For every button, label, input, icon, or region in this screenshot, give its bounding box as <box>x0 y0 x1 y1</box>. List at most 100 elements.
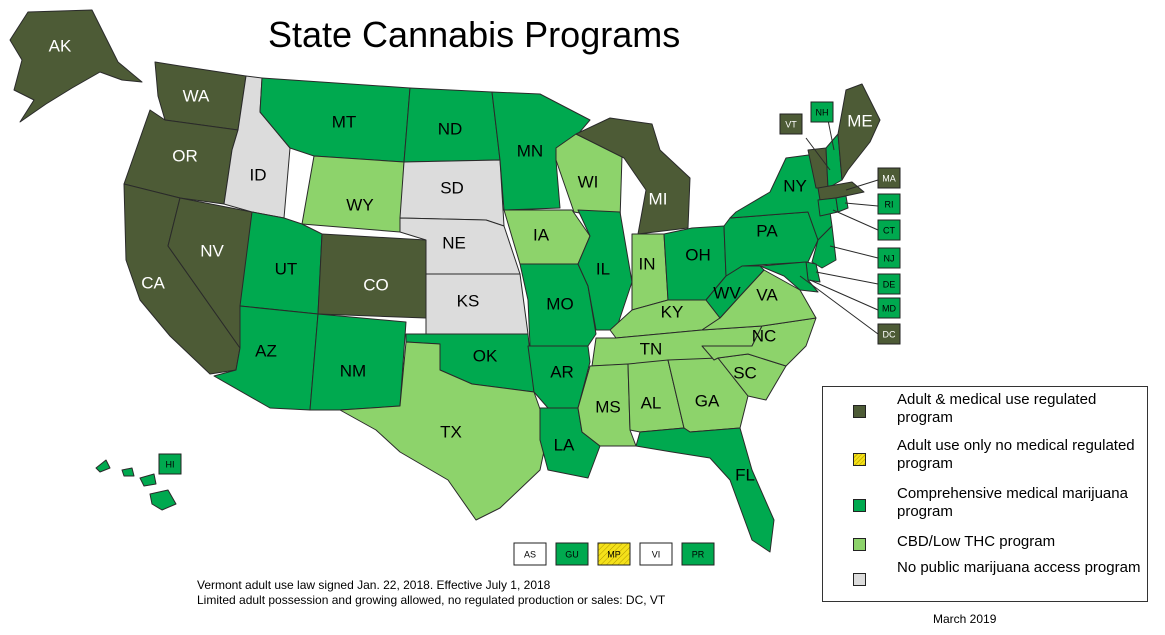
state-label-mn: MN <box>517 141 543 160</box>
state-box-label-md: MD <box>882 303 896 313</box>
legend-label: CBD/Low THC program <box>897 533 1056 550</box>
state-label-id: ID <box>250 165 267 184</box>
state-NC <box>701 317 817 367</box>
state-box-ct <box>877 219 901 241</box>
legend-label: Adult & medical use regulated program <box>897 391 1097 426</box>
state-box-label-dc: DC <box>883 329 896 339</box>
state-ME <box>837 83 881 181</box>
territory-box-vi <box>639 542 673 566</box>
state-label-sc: SC <box>733 363 757 382</box>
state-label-wi: WI <box>578 172 599 191</box>
state-FL <box>635 427 775 553</box>
state-label-va: VA <box>756 285 778 304</box>
state-box-label-vt: VT <box>785 119 797 129</box>
state-label-nc: NC <box>752 326 777 345</box>
state-label-il: IL <box>596 259 610 278</box>
territory-label-as: AS <box>524 549 536 559</box>
state-TX <box>339 341 549 521</box>
state-box-ma <box>877 167 901 189</box>
state-label-ny: NY <box>783 176 807 195</box>
state-label-ca: CA <box>141 273 165 292</box>
state-box-label-ri: RI <box>885 199 894 209</box>
state-label-ut: UT <box>275 259 298 278</box>
legend: Adult & medical use regulated program Ad… <box>822 386 1148 602</box>
territory-label-vi: VI <box>652 549 661 559</box>
state-label-mi: MI <box>649 189 668 208</box>
state-label-pa: PA <box>756 221 778 240</box>
territory-box-mp <box>597 542 631 566</box>
state-label-ky: KY <box>661 302 684 321</box>
state-MD <box>759 261 819 293</box>
state-label-tn: TN <box>640 339 663 358</box>
state-HI-islands <box>95 459 177 511</box>
state-box-label-ma: MA <box>882 173 896 183</box>
state-CT <box>817 197 839 217</box>
state-label-tx: TX <box>440 422 462 441</box>
footnote-limited: Limited adult possession and growing all… <box>197 593 666 607</box>
state-label-al: AL <box>641 393 662 412</box>
territory-box-gu <box>555 542 589 566</box>
territory-box-pr <box>681 542 715 566</box>
state-label-ks: KS <box>457 291 480 310</box>
legend-swatch <box>853 405 866 418</box>
state-label-oh: OH <box>685 245 711 264</box>
state-label-co: CO <box>363 275 389 294</box>
state-label-ga: GA <box>695 391 720 410</box>
state-MN <box>491 91 591 211</box>
state-box-vt <box>779 113 803 135</box>
state-label-wa: WA <box>183 86 210 105</box>
state-box-label-nj: NJ <box>884 253 895 263</box>
state-label-mo: MO <box>546 294 573 313</box>
state-box-dc <box>877 323 901 345</box>
state-label-wy: WY <box>346 195 373 214</box>
legend-label: Adult use only no medical regulated prog… <box>897 437 1135 472</box>
state-label-ms: MS <box>595 397 621 416</box>
state-RI <box>835 195 849 213</box>
state-box-label-ct: CT <box>883 225 895 235</box>
legend-label: No public marijuana access program <box>897 559 1141 576</box>
map-date: March 2019 <box>933 612 997 626</box>
state-label-fl: FL <box>735 465 755 484</box>
state-box-label-nh: NH <box>816 107 829 117</box>
state-AK <box>9 9 143 123</box>
legend-swatch <box>853 499 866 512</box>
state-label-sd: SD <box>440 178 464 197</box>
state-label-nm: NM <box>340 361 366 380</box>
territory-label-mp: MP <box>607 549 621 559</box>
legend-swatch <box>853 573 866 586</box>
state-box-label-hi: HI <box>166 459 175 469</box>
state-box-de <box>877 273 901 295</box>
state-label-la: LA <box>554 435 575 454</box>
state-label-nd: ND <box>438 119 463 138</box>
state-label-ne: NE <box>442 233 466 252</box>
territory-box-as <box>513 542 547 566</box>
state-box-md <box>877 297 901 319</box>
footnote-vermont: Vermont adult use law signed Jan. 22, 20… <box>197 578 551 592</box>
state-MA <box>817 181 865 201</box>
state-label-wv: WV <box>713 283 741 302</box>
state-label-ar: AR <box>550 362 574 381</box>
state-WY <box>301 155 405 233</box>
state-box-nh <box>810 101 834 123</box>
state-label-nv: NV <box>200 241 224 260</box>
legend-swatch <box>853 453 866 466</box>
legend-swatch <box>853 538 866 551</box>
state-label-ok: OK <box>473 346 498 365</box>
state-NJ <box>811 225 837 269</box>
map-title: State Cannabis Programs <box>268 14 681 55</box>
legend-label: Comprehensive medical marijuana program <box>897 485 1128 520</box>
state-box-nj <box>877 247 901 269</box>
state-box-label-de: DE <box>883 279 896 289</box>
state-label-ak: AK <box>49 36 72 55</box>
state-label-ia: IA <box>533 225 550 244</box>
callout-lines <box>799 119 879 335</box>
state-box-ri <box>877 193 901 215</box>
state-label-me: ME <box>847 111 873 130</box>
state-MI <box>575 117 691 235</box>
state-box-hi <box>158 453 182 475</box>
territory-label-gu: GU <box>565 549 579 559</box>
state-IL <box>577 209 633 331</box>
state-label-or: OR <box>172 146 198 165</box>
state-label-az: AZ <box>255 341 277 360</box>
